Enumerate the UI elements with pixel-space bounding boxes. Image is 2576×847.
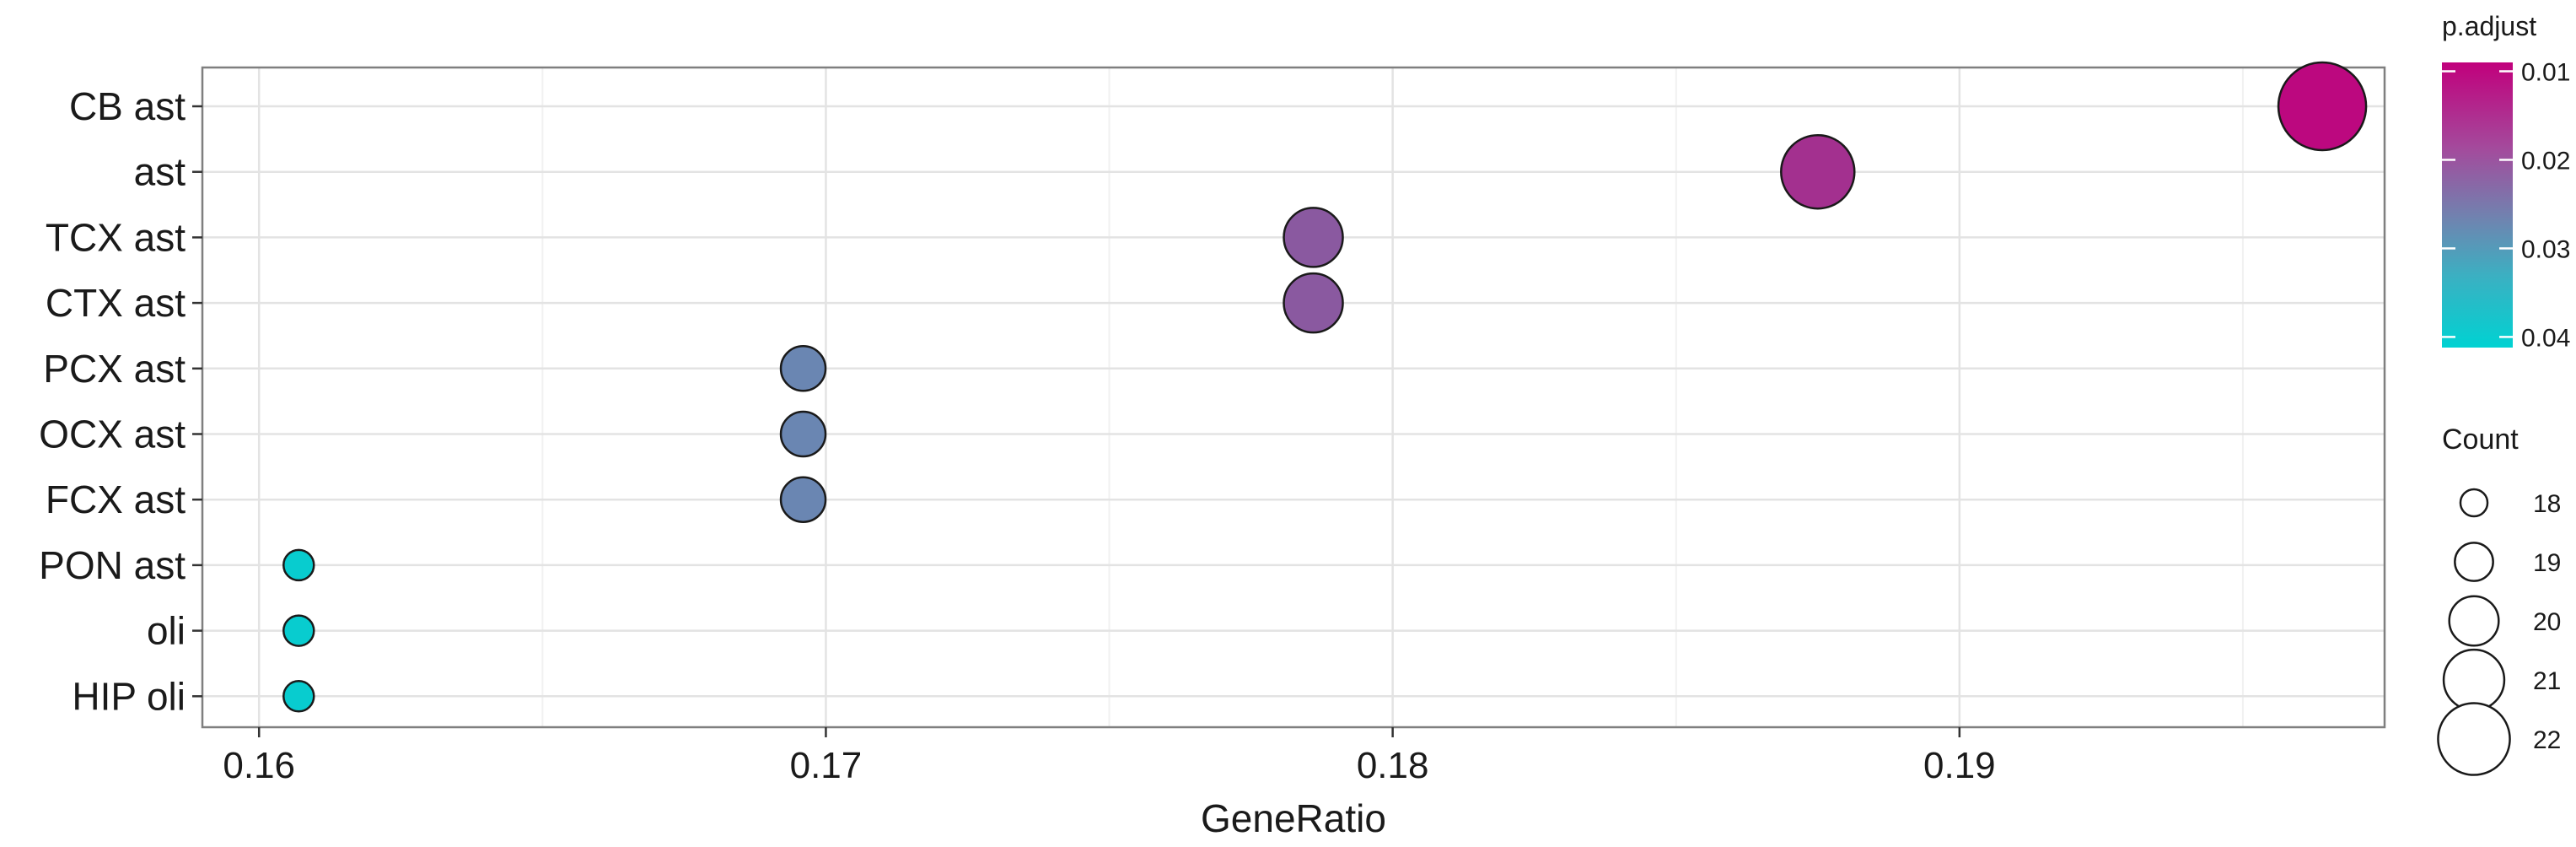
points-layer [282,61,2368,713]
data-point [1780,133,1856,210]
size-legend-label: 21 [2533,667,2561,695]
y-category-labels: CB ast ast TCX ast CTX ast PCX ast OCX ast FCX… [39,84,202,718]
x-tick-label: 0.18 [1357,745,1429,786]
x-tick-labels: 0.16 0.17 0.18 0.19 [223,727,1996,786]
size-legend-label: 19 [2533,549,2561,577]
data-point [779,410,827,458]
y-category-label: PCX ast [43,347,186,391]
grid-layer [202,67,2385,727]
color-legend-label: 0.02 [2521,147,2570,175]
color-legend: p.adjust 0.01 0.02 0.03 0.04 [2442,11,2570,352]
size-legend-circle [2437,702,2511,776]
color-legend-label: 0.01 [2521,58,2570,86]
plot-panel [201,66,2386,729]
y-category-label: ast [134,150,186,194]
y-category-label: HIP oli [72,674,186,718]
size-legend-label: 18 [2533,490,2561,518]
color-legend-bar [2442,62,2513,348]
data-point [282,548,315,582]
y-category-label: OCX ast [39,413,186,456]
y-category-label: TCX ast [46,215,186,259]
color-legend-title: p.adjust [2442,11,2536,41]
size-legend-title: Count [2442,424,2519,456]
size-legend-label: 20 [2533,608,2561,636]
y-category-label: CB ast [69,84,186,128]
y-category-label: FCX ast [46,477,186,521]
y-category-label: oli [147,609,186,653]
data-point [2277,61,2368,152]
data-point [779,476,827,523]
size-legend-circle [2448,595,2500,647]
size-legend-items: 18 19 20 21 22 [2437,488,2561,776]
data-point [1283,272,1344,334]
y-category-label: CTX ast [46,281,186,325]
data-point [779,345,827,392]
size-legend-circle [2459,488,2489,518]
size-legend-circle [2454,542,2494,582]
y-category-label: PON ast [39,543,186,587]
x-tick-label: 0.19 [1923,745,1996,786]
data-point [1283,207,1344,268]
color-legend-label: 0.04 [2521,324,2570,352]
size-legend-circle [2442,648,2506,712]
x-tick-label: 0.16 [223,745,295,786]
size-legend: Count 18 19 20 21 22 [2437,424,2561,776]
color-legend-label: 0.03 [2521,235,2570,263]
x-axis-title: GeneRatio [1201,796,1386,840]
size-legend-label: 22 [2533,726,2561,754]
color-legend-ticks: 0.01 0.02 0.03 0.04 [2442,58,2570,352]
data-point [282,614,315,647]
data-point [282,680,315,713]
x-tick-label: 0.17 [790,745,863,786]
